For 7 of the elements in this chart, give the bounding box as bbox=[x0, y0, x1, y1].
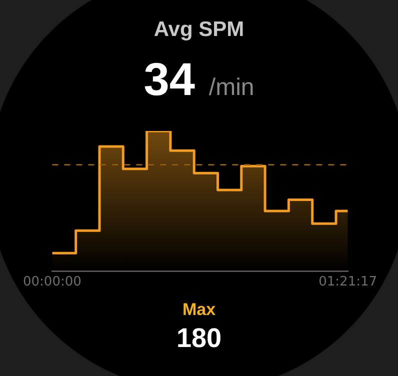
x-tick-label: 01:21:17 bbox=[318, 274, 377, 290]
x-tick-label: 00:00:00 bbox=[23, 274, 82, 290]
text: 180 bbox=[175, 323, 223, 354]
chart-title: Avg SPM bbox=[152, 18, 246, 42]
text: 34 bbox=[144, 53, 195, 105]
text: Max bbox=[181, 300, 217, 320]
text: /min bbox=[208, 74, 254, 101]
